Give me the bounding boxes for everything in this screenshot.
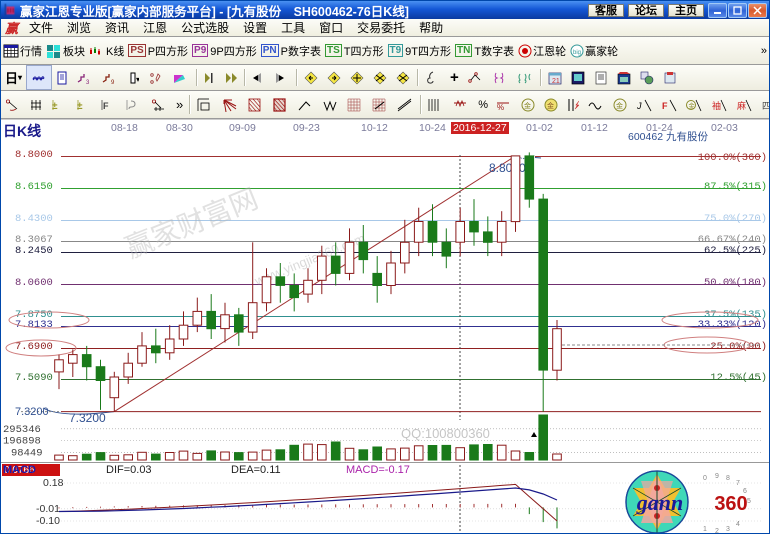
svg-text:金: 金 xyxy=(547,101,554,110)
svg-text:360: 360 xyxy=(714,493,747,515)
svg-text:麻: 麻 xyxy=(737,100,746,111)
svg-text:big: big xyxy=(573,50,581,56)
svg-text:金: 金 xyxy=(524,101,531,110)
svg-text:3: 3 xyxy=(726,526,730,533)
svg-text:金: 金 xyxy=(616,101,623,110)
svg-text:袖: 袖 xyxy=(712,100,721,111)
svg-text:-0.10: -0.10 xyxy=(36,515,60,527)
svg-text:7: 7 xyxy=(736,480,740,487)
svg-text:9: 9 xyxy=(111,80,115,85)
svg-text:gann: gann xyxy=(636,490,683,515)
svg-text:F: F xyxy=(103,101,109,111)
svg-text:8: 8 xyxy=(726,475,730,482)
svg-text:21: 21 xyxy=(552,78,560,85)
svg-text:2: 2 xyxy=(715,528,719,534)
svg-text:金: 金 xyxy=(689,102,695,110)
svg-text:-0.01: -0.01 xyxy=(36,503,60,515)
svg-text:F: F xyxy=(662,101,668,111)
svg-text:3: 3 xyxy=(86,80,90,85)
svg-text:%: % xyxy=(497,103,504,112)
svg-text:J: J xyxy=(636,101,642,111)
svg-text:5: 5 xyxy=(747,498,751,505)
svg-text:▾: ▾ xyxy=(136,75,139,84)
svg-text:0.18: 0.18 xyxy=(43,477,64,489)
svg-text:0: 0 xyxy=(703,475,707,482)
svg-text:1: 1 xyxy=(703,526,707,533)
svg-text:4: 4 xyxy=(736,521,740,528)
svg-text:四: 四 xyxy=(762,101,769,111)
svg-text:9: 9 xyxy=(715,473,719,480)
svg-text:6: 6 xyxy=(743,488,747,495)
